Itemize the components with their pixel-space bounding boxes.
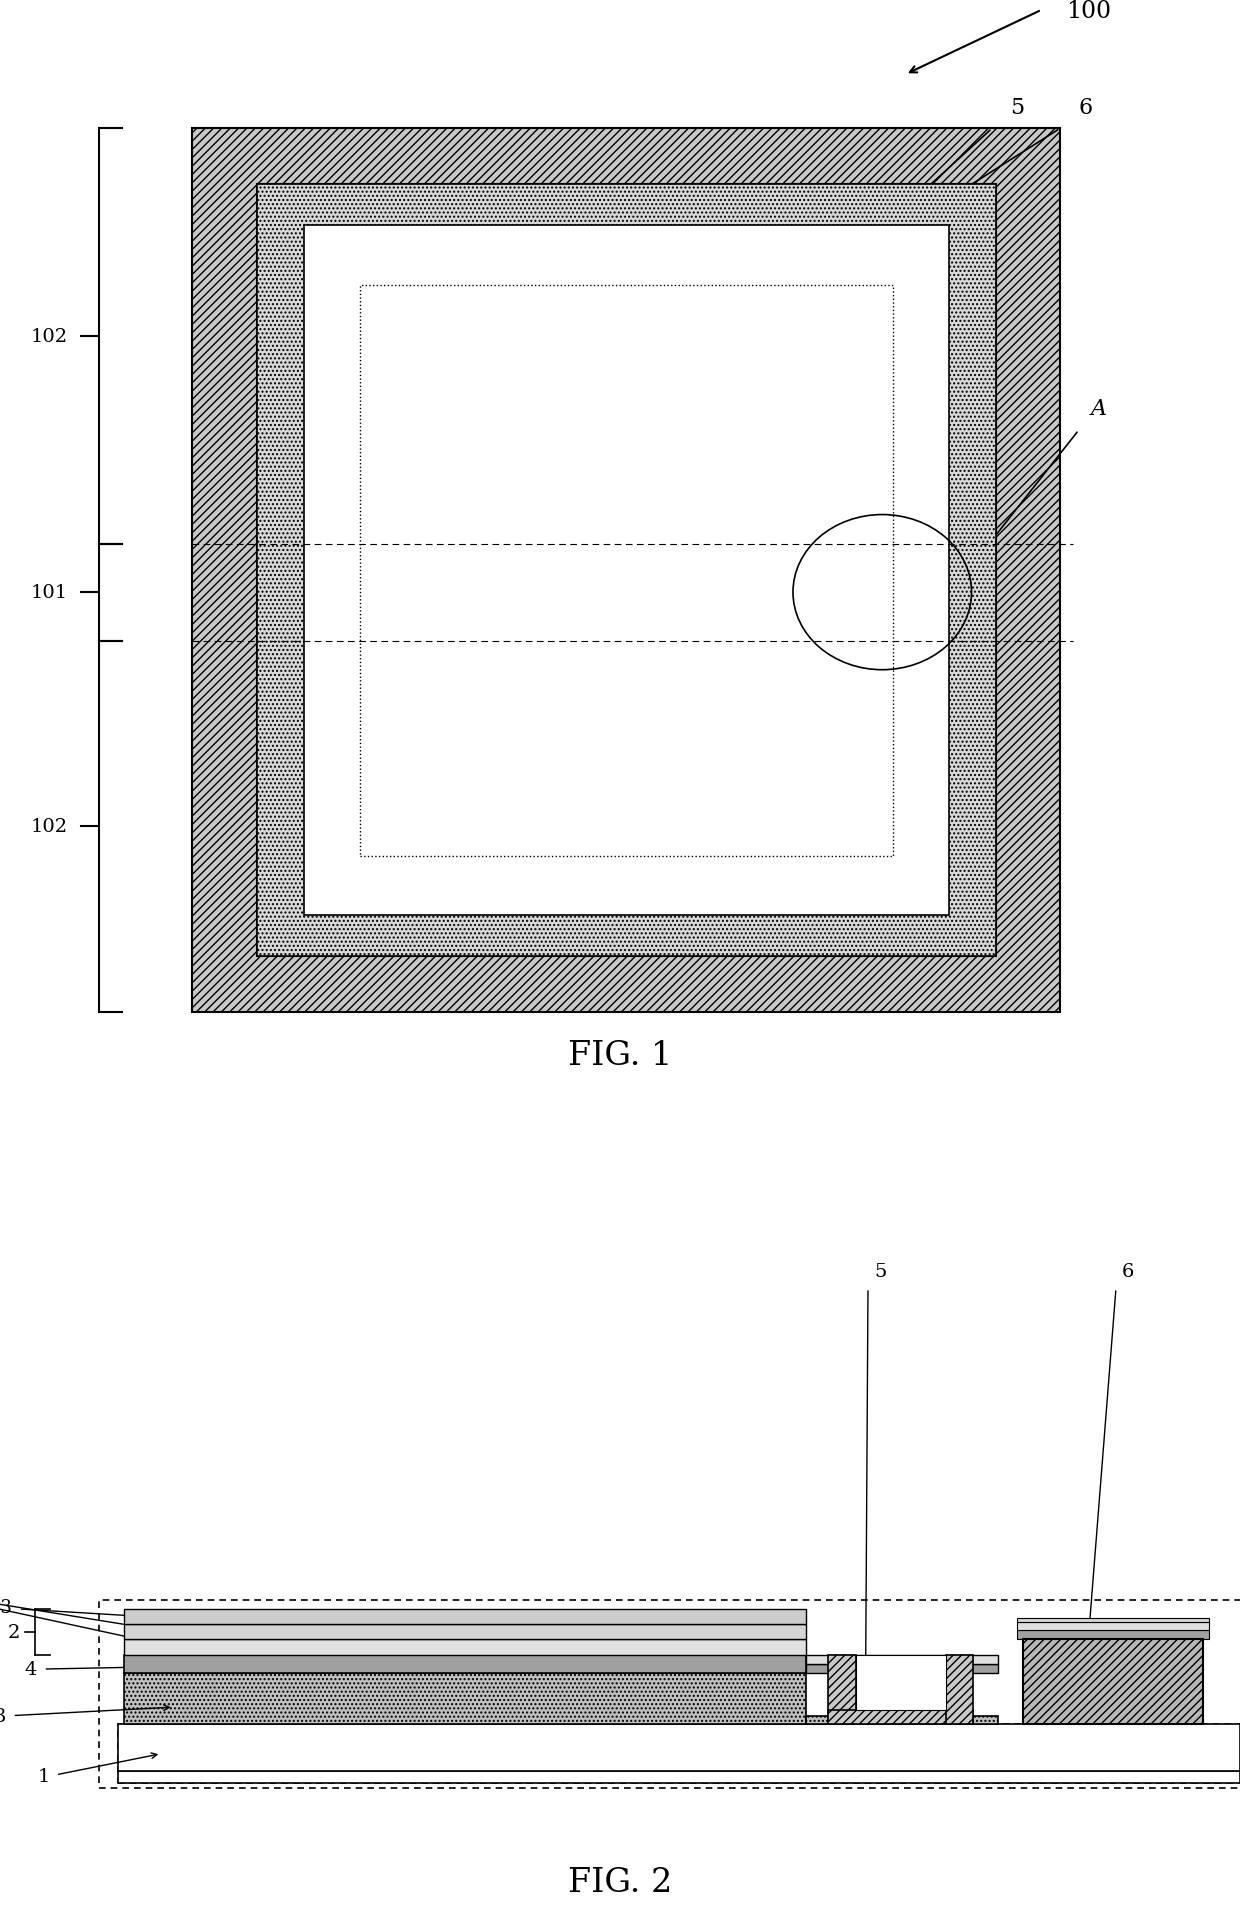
- Bar: [806, 1656, 998, 1663]
- Bar: [1017, 1631, 1209, 1640]
- Bar: [856, 1656, 946, 1710]
- Text: 1: 1: [37, 1767, 50, 1785]
- Bar: [360, 285, 893, 856]
- Bar: [124, 1673, 806, 1725]
- Text: 102: 102: [31, 817, 68, 837]
- Bar: [806, 1663, 998, 1673]
- Text: FIG. 1: FIG. 1: [568, 1040, 672, 1071]
- Bar: [257, 185, 996, 956]
- Bar: [124, 1610, 806, 1625]
- Bar: [946, 1656, 973, 1725]
- Bar: [257, 185, 996, 956]
- Bar: [118, 1771, 1240, 1783]
- Bar: [806, 1717, 998, 1725]
- Text: 2: 2: [7, 1623, 20, 1640]
- Bar: [1017, 1617, 1209, 1623]
- Text: FIG. 2: FIG. 2: [568, 1865, 672, 1898]
- Text: 4: 4: [25, 1660, 37, 1679]
- Text: 100: 100: [1066, 0, 1111, 23]
- Bar: [124, 1656, 806, 1673]
- Text: 5: 5: [1011, 96, 1024, 119]
- Text: 5: 5: [874, 1261, 887, 1281]
- Bar: [118, 1725, 1240, 1783]
- Text: 3: 3: [0, 1708, 6, 1725]
- Bar: [828, 1656, 856, 1725]
- Bar: [124, 1625, 806, 1640]
- Text: 6: 6: [1122, 1261, 1135, 1281]
- Text: 102: 102: [31, 327, 68, 346]
- Text: 6: 6: [1079, 96, 1092, 119]
- Bar: [304, 227, 949, 915]
- Bar: [828, 1710, 973, 1725]
- Bar: [99, 1600, 1240, 1788]
- Bar: [1017, 1623, 1209, 1631]
- Text: 23: 23: [0, 1598, 12, 1617]
- Text: A: A: [1091, 398, 1107, 419]
- Bar: [1023, 1640, 1203, 1725]
- Text: 101: 101: [31, 585, 68, 602]
- Bar: [124, 1640, 806, 1656]
- Bar: [192, 129, 1060, 1011]
- Bar: [118, 1725, 1240, 1771]
